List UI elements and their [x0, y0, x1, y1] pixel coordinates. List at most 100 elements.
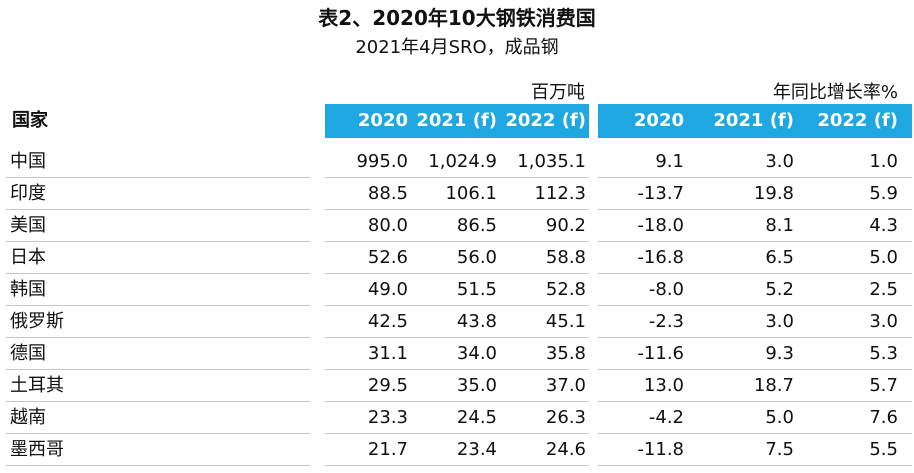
value-cell: 23.4 — [456, 439, 497, 460]
table-row: 墨西哥 21.7 23.4 24.6 -11.8 7.5 5.5 — [0, 434, 914, 466]
table-body: 中国 995.0 1,024.9 1,035.1 9.1 3.0 1.0 印度 … — [0, 146, 914, 466]
value-cell: 995.0 — [356, 151, 408, 172]
value-cell: 51.5 — [456, 279, 497, 300]
country-name: 墨西哥 — [10, 439, 64, 460]
value-cell: 5.7 — [869, 375, 898, 396]
value-cell: 52.6 — [367, 247, 408, 268]
header-col-2: 2021 (f) — [416, 110, 497, 131]
value-cell: -2.3 — [648, 311, 684, 332]
header-bar-growth — [598, 104, 912, 138]
value-cell: 56.0 — [456, 247, 497, 268]
row-divider — [325, 433, 589, 434]
row-divider — [6, 241, 310, 242]
country-name: 土耳其 — [10, 375, 64, 396]
row-divider — [598, 337, 912, 338]
value-cell: 45.1 — [545, 311, 586, 332]
row-divider — [325, 465, 589, 466]
value-cell: 58.8 — [545, 247, 586, 268]
value-cell: 9.1 — [655, 151, 684, 172]
row-divider — [6, 337, 310, 338]
value-cell: -11.6 — [637, 343, 684, 364]
value-cell: 1.0 — [869, 151, 898, 172]
header-col-6: 2022 (f) — [817, 110, 898, 131]
value-cell: 49.0 — [367, 279, 408, 300]
value-cell: 7.6 — [869, 407, 898, 428]
value-cell: 43.8 — [456, 311, 497, 332]
table-row: 美国 80.0 86.5 90.2 -18.0 8.1 4.3 — [0, 210, 914, 242]
value-cell: 13.0 — [643, 375, 684, 396]
value-cell: 3.0 — [765, 311, 794, 332]
row-divider — [598, 273, 912, 274]
value-cell: -13.7 — [637, 183, 684, 204]
table-row: 俄罗斯 42.5 43.8 45.1 -2.3 3.0 3.0 — [0, 306, 914, 338]
row-divider — [325, 337, 589, 338]
value-cell: 1,024.9 — [428, 151, 497, 172]
value-cell: 86.5 — [456, 215, 497, 236]
table-row: 印度 88.5 106.1 112.3 -13.7 19.8 5.9 — [0, 178, 914, 210]
value-cell: -4.2 — [648, 407, 684, 428]
header-country: 国家 — [12, 110, 48, 131]
value-cell: -18.0 — [637, 215, 684, 236]
value-cell: 18.7 — [753, 375, 794, 396]
unit-label-tonnes: 百万吨 — [531, 82, 585, 103]
row-divider — [6, 273, 310, 274]
row-divider — [598, 465, 912, 466]
value-cell: 23.3 — [367, 407, 408, 428]
value-cell: 26.3 — [545, 407, 586, 428]
value-cell: 8.1 — [765, 215, 794, 236]
unit-label-growth: 年同比增长率% — [772, 82, 898, 103]
value-cell: 37.0 — [545, 375, 586, 396]
table-row: 土耳其 29.5 35.0 37.0 13.0 18.7 5.7 — [0, 370, 914, 402]
header-col-1: 2020 — [357, 110, 408, 131]
value-cell: 112.3 — [534, 183, 586, 204]
value-cell: 4.3 — [869, 215, 898, 236]
value-cell: 5.5 — [869, 439, 898, 460]
country-name: 韩国 — [10, 279, 46, 300]
value-cell: 35.0 — [456, 375, 497, 396]
value-cell: 42.5 — [367, 311, 408, 332]
row-divider — [6, 305, 310, 306]
value-cell: 5.2 — [765, 279, 794, 300]
value-cell: 24.5 — [456, 407, 497, 428]
row-divider — [598, 209, 912, 210]
table-title: 表2、2020年10大钢铁消费国 — [318, 6, 596, 30]
row-divider — [325, 177, 589, 178]
row-divider — [325, 369, 589, 370]
value-cell: 5.3 — [869, 343, 898, 364]
value-cell: 19.8 — [753, 183, 794, 204]
value-cell: 88.5 — [367, 183, 408, 204]
row-divider — [598, 369, 912, 370]
header-col-5: 2021 (f) — [713, 110, 794, 131]
row-divider — [325, 273, 589, 274]
value-cell: 24.6 — [545, 439, 586, 460]
country-name: 越南 — [10, 407, 46, 428]
row-divider — [6, 209, 310, 210]
country-name: 德国 — [10, 343, 46, 364]
value-cell: 35.8 — [545, 343, 586, 364]
value-cell: 31.1 — [367, 343, 408, 364]
value-cell: 1,035.1 — [517, 151, 586, 172]
value-cell: 80.0 — [367, 215, 408, 236]
row-divider — [6, 401, 310, 402]
value-cell: 90.2 — [545, 215, 586, 236]
value-cell: 2.5 — [869, 279, 898, 300]
table-row: 日本 52.6 56.0 58.8 -16.8 6.5 5.0 — [0, 242, 914, 274]
country-name: 中国 — [10, 151, 46, 172]
row-divider — [598, 241, 912, 242]
country-name: 俄罗斯 — [10, 311, 64, 332]
table-row: 韩国 49.0 51.5 52.8 -8.0 5.2 2.5 — [0, 274, 914, 306]
row-divider — [6, 369, 310, 370]
country-name: 印度 — [10, 183, 46, 204]
row-divider — [598, 305, 912, 306]
value-cell: 9.3 — [765, 343, 794, 364]
value-cell: 7.5 — [765, 439, 794, 460]
country-name: 日本 — [10, 247, 46, 268]
table-row: 中国 995.0 1,024.9 1,035.1 9.1 3.0 1.0 — [0, 146, 914, 178]
row-divider — [325, 241, 589, 242]
table-row: 越南 23.3 24.5 26.3 -4.2 5.0 7.6 — [0, 402, 914, 434]
header-col-4: 2020 — [633, 110, 684, 131]
value-cell: 3.0 — [765, 151, 794, 172]
table-row: 德国 31.1 34.0 35.8 -11.6 9.3 5.3 — [0, 338, 914, 370]
row-divider — [598, 433, 912, 434]
row-divider — [325, 209, 589, 210]
